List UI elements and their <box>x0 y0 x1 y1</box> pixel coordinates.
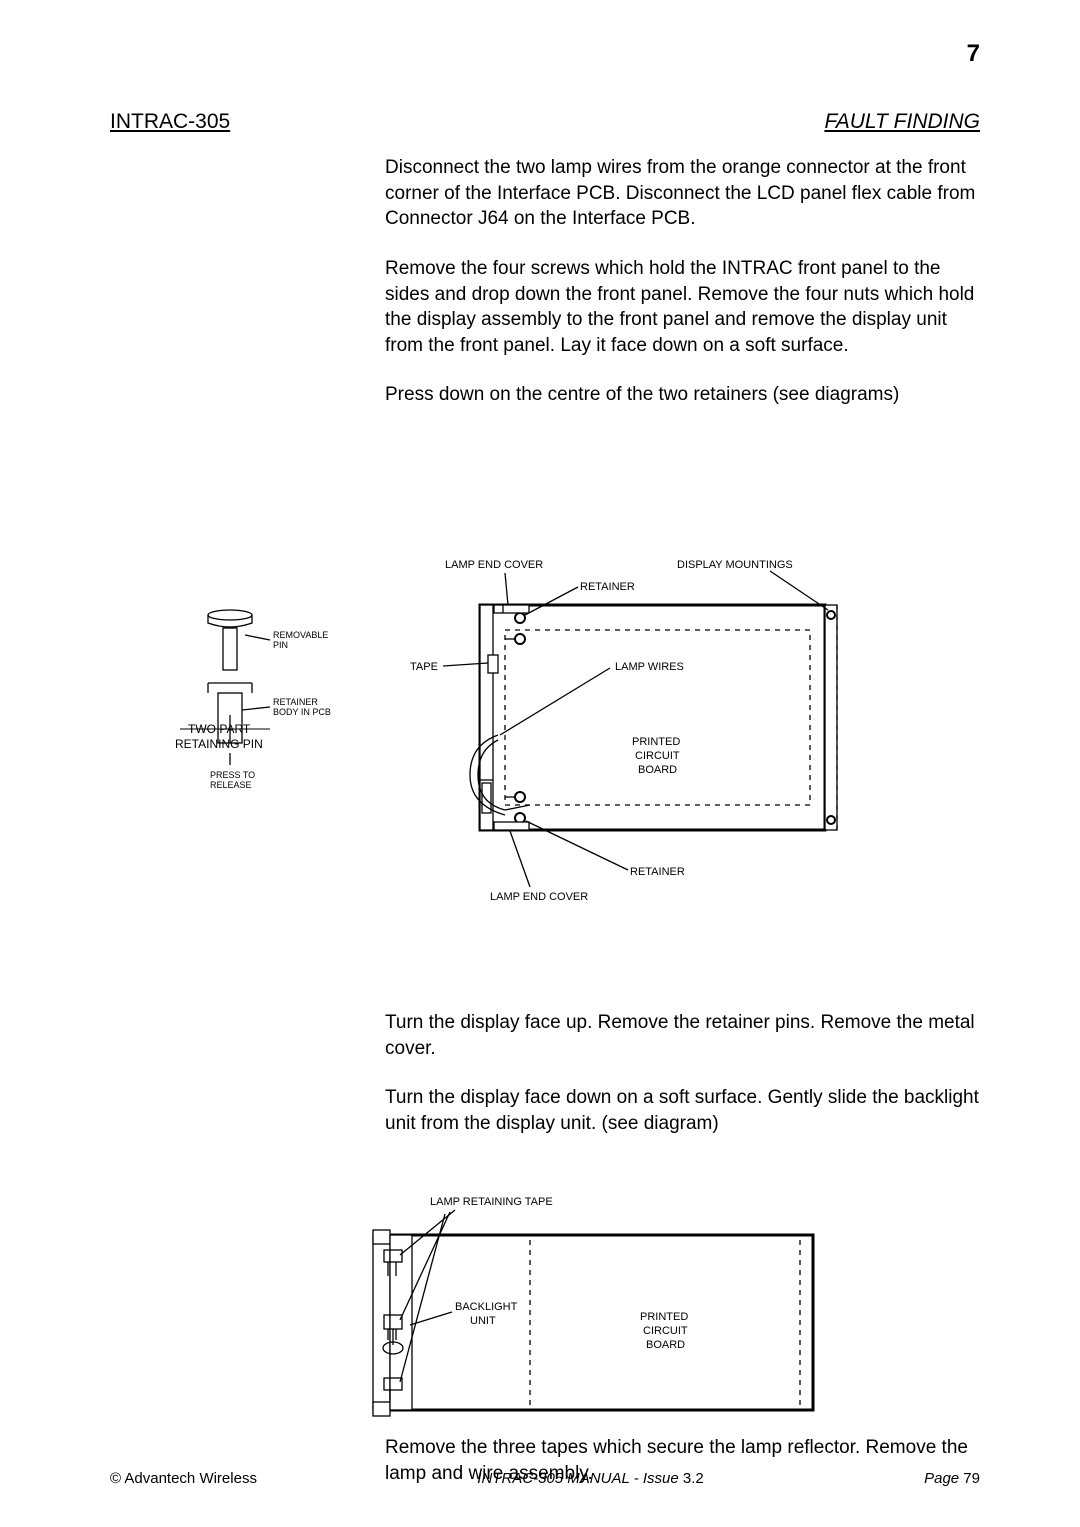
d2-pcb-l3: BOARD <box>646 1339 685 1351</box>
d1-pcb-l1: PRINTED <box>632 736 680 748</box>
footer-page: Page 79 <box>924 1470 980 1487</box>
d2-backlight-l2: UNIT <box>470 1315 496 1327</box>
svg-text:CIRCUIT: CIRCUIT <box>635 750 680 762</box>
diagram-2: LAMP RETAINING TAPE BACKLIGHT UNIT PRINT… <box>110 1180 980 1440</box>
d1-retainer-top: RETAINER <box>580 581 635 593</box>
section-title: FAULT FINDING <box>824 110 980 134</box>
d1-display-mountings: DISPLAY MOUNTINGS <box>677 559 793 571</box>
svg-text:BACKLIGHT: BACKLIGHT <box>455 1301 518 1313</box>
svg-text:BODY IN PCB: BODY IN PCB <box>273 707 331 717</box>
svg-text:TAPE: TAPE <box>410 661 438 673</box>
svg-text:CIRCUIT: CIRCUIT <box>643 1325 688 1337</box>
doc-id: INTRAC-305 <box>110 110 230 134</box>
retainer-body-l1: RETAINER <box>273 697 318 707</box>
retainer-body-l2: BODY IN PCB <box>273 707 331 717</box>
footer-manual: INTRAC-305 MANUAL - Issue 3.2 <box>477 1470 703 1487</box>
pin-title-l2: RETAINING PIN <box>175 737 263 751</box>
svg-text:BOARD: BOARD <box>646 1339 685 1351</box>
svg-text:LAMP WIRES: LAMP WIRES <box>615 661 684 673</box>
removable-pin-l1: REMOVABLE <box>273 630 328 640</box>
diagram-1-svg: REMOVABLE PIN RETAINER BODY IN PCB TWO P… <box>110 535 980 955</box>
svg-text:UNIT: UNIT <box>470 1315 496 1327</box>
press-l1: PRESS TO <box>210 770 255 780</box>
paragraph-2: Remove the four screws which hold the IN… <box>385 256 980 359</box>
d1-lamp-end-cover-top: LAMP END COVER <box>445 559 543 571</box>
svg-text:LAMP RETAINING TAPE: LAMP RETAINING TAPE <box>430 1196 553 1208</box>
svg-text:RETAINING PIN: RETAINING PIN <box>175 737 263 751</box>
svg-text:LAMP END COVER: LAMP END COVER <box>490 891 588 903</box>
d1-tape: TAPE <box>410 661 438 673</box>
header-row: INTRAC-305 FAULT FINDING <box>110 110 980 134</box>
svg-text:REMOVABLE: REMOVABLE <box>273 630 328 640</box>
paragraph-5: Turn the display face down on a soft sur… <box>385 1085 980 1136</box>
page-number-top: 7 <box>967 40 980 68</box>
svg-text:RELEASE: RELEASE <box>210 780 252 790</box>
footer-manual-issue: 3.2 <box>683 1470 704 1487</box>
d1-lamp-wires: LAMP WIRES <box>615 661 684 673</box>
content-column: Disconnect the two lamp wires from the o… <box>385 155 980 432</box>
diagram-2-svg: LAMP RETAINING TAPE BACKLIGHT UNIT PRINT… <box>110 1180 980 1440</box>
d2-pcb-l2: CIRCUIT <box>643 1325 688 1337</box>
footer-page-label: Page <box>924 1470 963 1487</box>
svg-text:PRINTED: PRINTED <box>640 1311 688 1323</box>
svg-text:LAMP END COVER: LAMP END COVER <box>445 559 543 571</box>
paragraph-1: Disconnect the two lamp wires from the o… <box>385 155 980 232</box>
svg-text:DISPLAY MOUNTINGS: DISPLAY MOUNTINGS <box>677 559 793 571</box>
paragraph-3: Press down on the centre of the two reta… <box>385 382 980 408</box>
footer-page-num: 79 <box>963 1470 980 1487</box>
press-l2: RELEASE <box>210 780 252 790</box>
d2-backlight-l1: BACKLIGHT <box>455 1301 518 1313</box>
svg-text:PRESS TO: PRESS TO <box>210 770 255 780</box>
svg-text:PRINTED: PRINTED <box>632 736 680 748</box>
footer-manual-prefix: INTRAC-305 MANUAL - Issue <box>477 1470 683 1487</box>
d1-lamp-end-cover-bot: LAMP END COVER <box>490 891 588 903</box>
removable-pin-l2: PIN <box>273 640 288 650</box>
svg-text:RETAINER: RETAINER <box>580 581 635 593</box>
paragraph-4: Turn the display face up. Remove the ret… <box>385 1010 980 1061</box>
d1-retainer-bot: RETAINER <box>630 866 685 878</box>
footer-copyright: © Advantech Wireless <box>110 1470 257 1487</box>
svg-text:BOARD: BOARD <box>638 764 677 776</box>
d1-pcb-l2: CIRCUIT <box>635 750 680 762</box>
d2-pcb-l1: PRINTED <box>640 1311 688 1323</box>
content-column-mid: Turn the display face up. Remove the ret… <box>385 1010 980 1161</box>
d2-lamp-retaining-tape: LAMP RETAINING TAPE <box>430 1196 553 1208</box>
svg-text:RETAINER: RETAINER <box>630 866 685 878</box>
svg-text:PIN: PIN <box>273 640 288 650</box>
footer: © Advantech Wireless INTRAC-305 MANUAL -… <box>110 1470 980 1487</box>
d1-pcb-l3: BOARD <box>638 764 677 776</box>
svg-text:RETAINER: RETAINER <box>273 697 318 707</box>
diagram-1: REMOVABLE PIN RETAINER BODY IN PCB TWO P… <box>110 535 980 955</box>
